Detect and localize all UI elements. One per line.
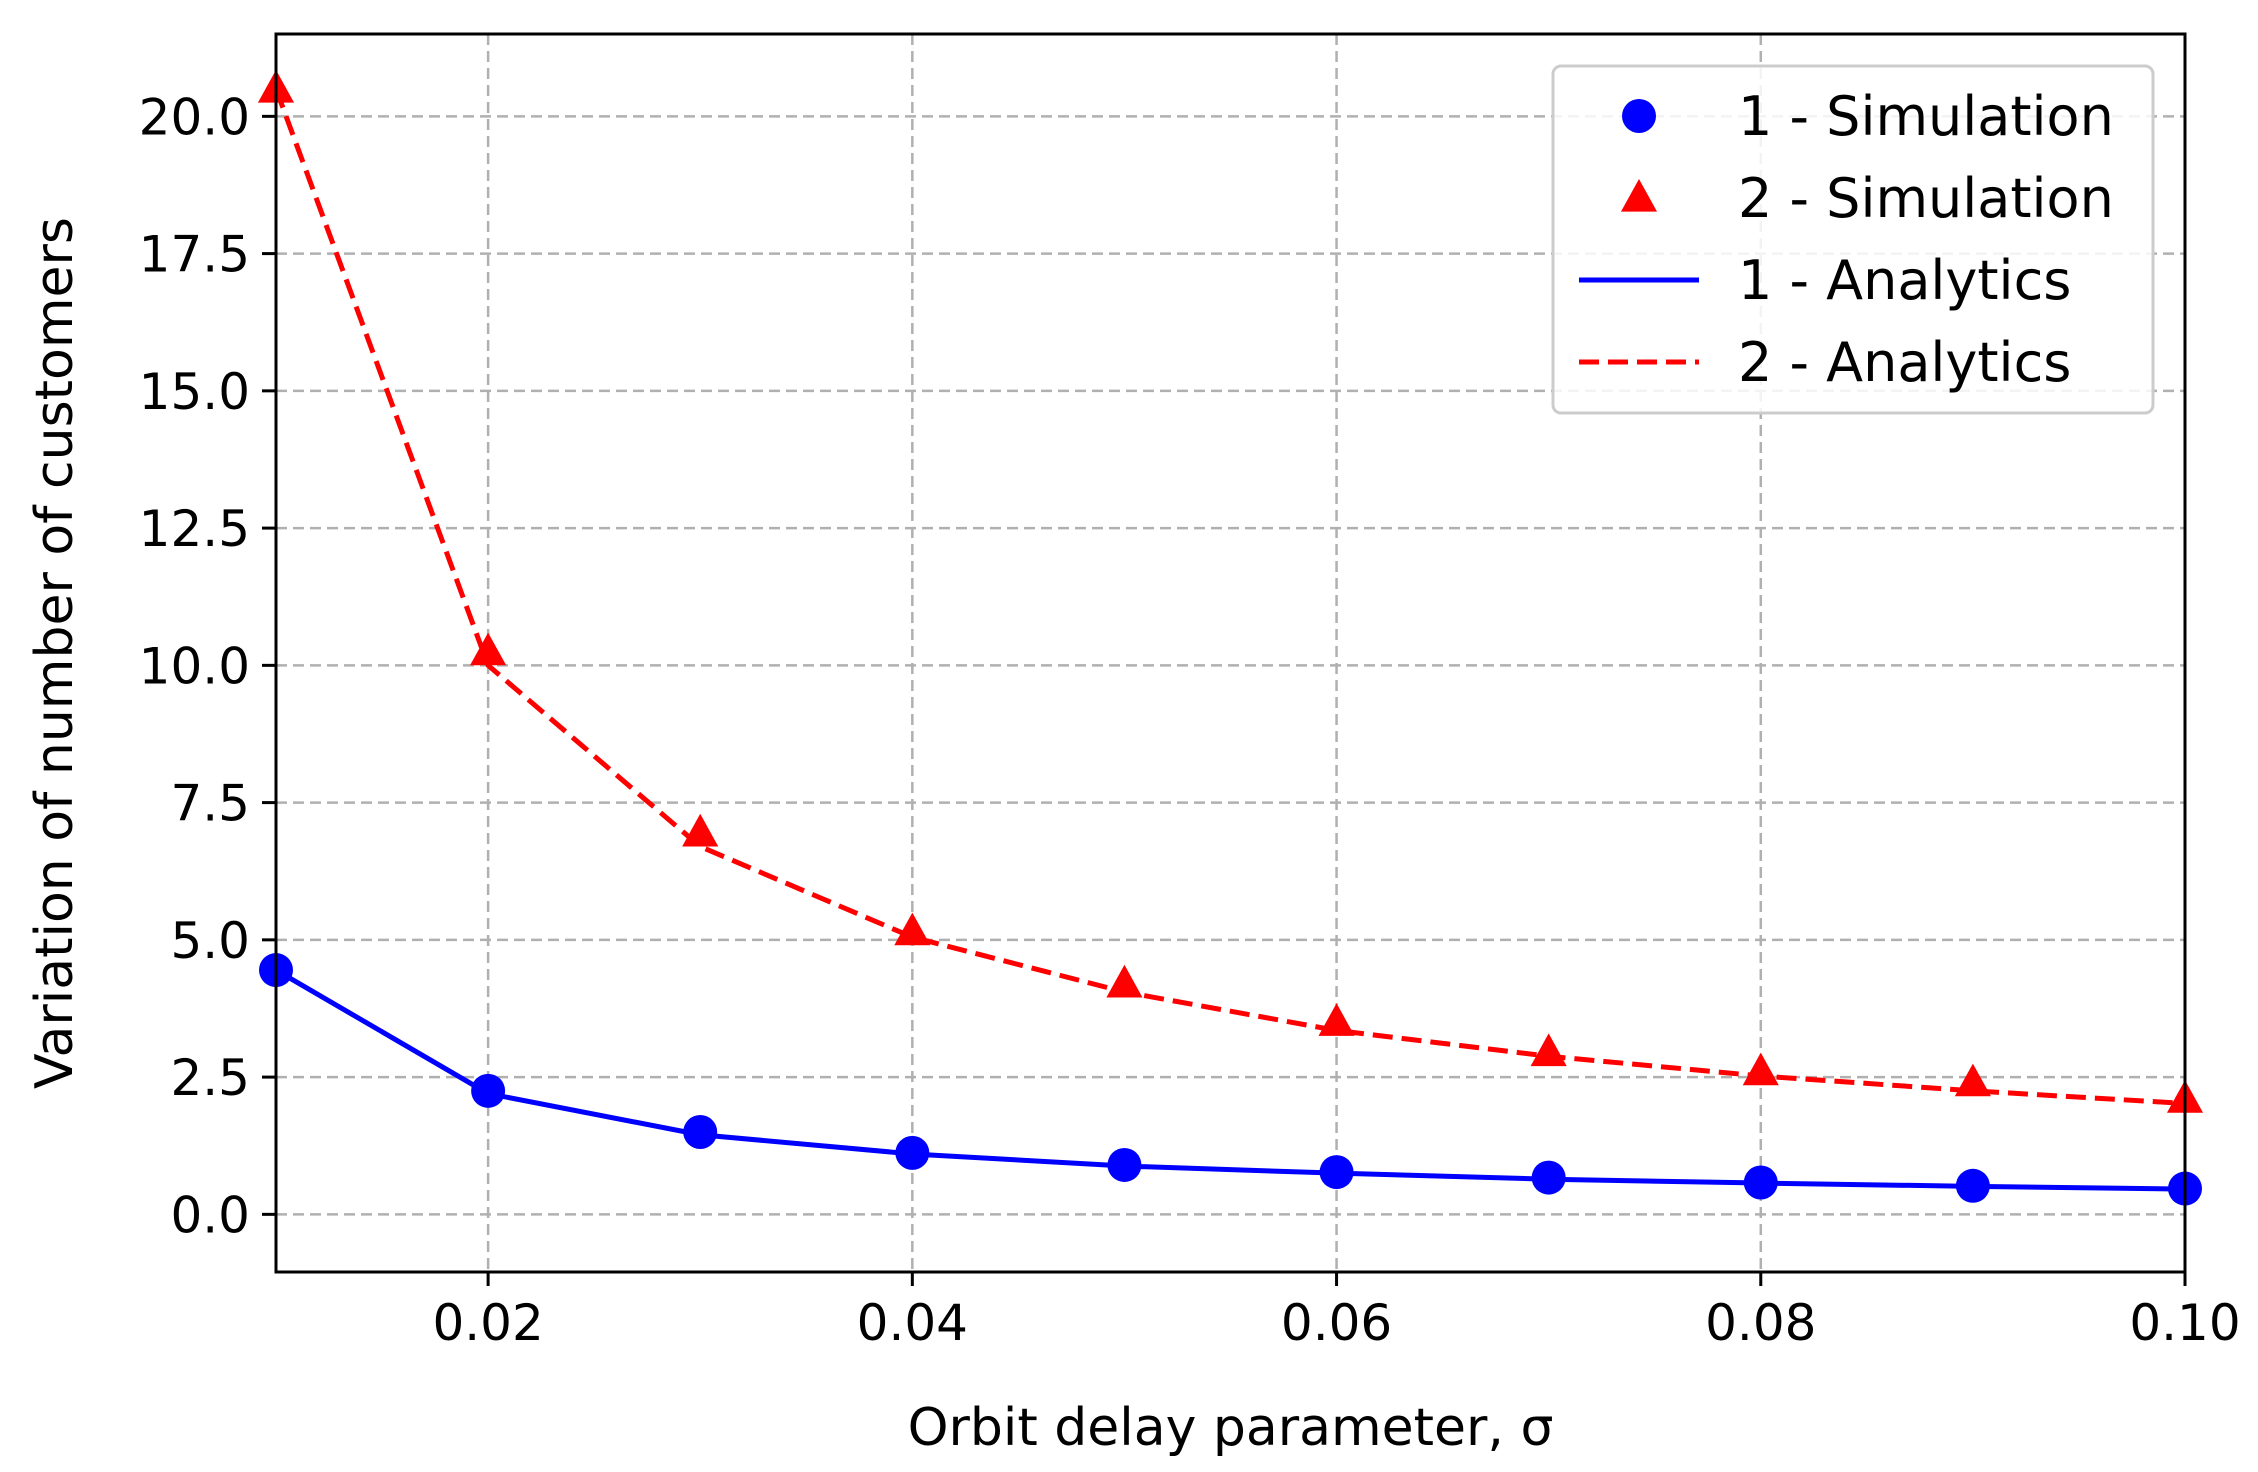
data-point-series-1 xyxy=(895,1135,930,1170)
series-line-3 xyxy=(276,967,2185,1192)
legend-label: 1 - Simulation xyxy=(1738,85,2114,148)
axes-ticks: 0.02 0.04 0.06 0.08 0.10 0.0 2.5 5.0 7.5 10.0 12.5… xyxy=(139,88,2241,1352)
data-point-series-1 xyxy=(471,1073,506,1108)
y-tick-label: 10.0 xyxy=(139,637,250,695)
data-point-series-2 xyxy=(1318,1003,1355,1036)
data-point-series-2 xyxy=(1530,1033,1567,1067)
x-tick-label: 0.04 xyxy=(857,1294,968,1352)
x-axis-label: Orbit delay parameter, σ xyxy=(908,1398,1554,1458)
data-point-series-2 xyxy=(894,912,931,946)
data-point-series-1 xyxy=(1531,1160,1566,1195)
y-tick-label: 15.0 xyxy=(139,363,250,421)
data-point-series-2 xyxy=(1742,1052,1779,1086)
plot-frame xyxy=(274,32,2187,1274)
data-point-series-2 xyxy=(1106,964,1143,998)
x-tick-label: 0.06 xyxy=(1281,1294,1392,1352)
data-point-series-2 xyxy=(682,813,719,847)
x-tick-label: 0.08 xyxy=(1705,1294,1816,1352)
y-tick-label: 20.0 xyxy=(139,88,250,146)
legend-marker xyxy=(1622,99,1656,133)
legend: 1 - Simulation 2 - Simulation 1 - Analytic… xyxy=(1551,64,2155,415)
x-tick-label: 0.02 xyxy=(432,1294,543,1352)
series-line-4 xyxy=(276,88,2185,1106)
data-point-series-1 xyxy=(1319,1155,1354,1190)
y-tick-label: 5.0 xyxy=(170,912,250,970)
data-point-series-1 xyxy=(1743,1165,1778,1200)
legend-label: 2 - Simulation xyxy=(1738,167,2114,230)
y-tick-label: 7.5 xyxy=(170,775,250,833)
y-tick-label: 12.5 xyxy=(139,500,250,558)
legend-marker xyxy=(1620,179,1658,212)
data-point-series-1 xyxy=(1107,1147,1142,1182)
y-tick-label: 2.5 xyxy=(170,1049,250,1107)
data-point-series-1 xyxy=(683,1115,718,1150)
data-point-series-1 xyxy=(1955,1168,1990,1203)
x-tick-label: 0.10 xyxy=(2129,1294,2240,1352)
y-axis-label: Variation of number of customers xyxy=(25,217,85,1089)
series-clip-group xyxy=(276,88,2185,1192)
data-point-series-2 xyxy=(1954,1063,1991,1097)
data-point-series-2 xyxy=(470,632,507,666)
legend-label: 1 - Analytics xyxy=(1738,249,2071,312)
y-tick-label: 17.5 xyxy=(139,226,250,284)
y-tick-label: 0.0 xyxy=(170,1186,250,1244)
legend-label: 2 - Analytics xyxy=(1738,331,2071,394)
legend-box xyxy=(1551,64,2155,415)
